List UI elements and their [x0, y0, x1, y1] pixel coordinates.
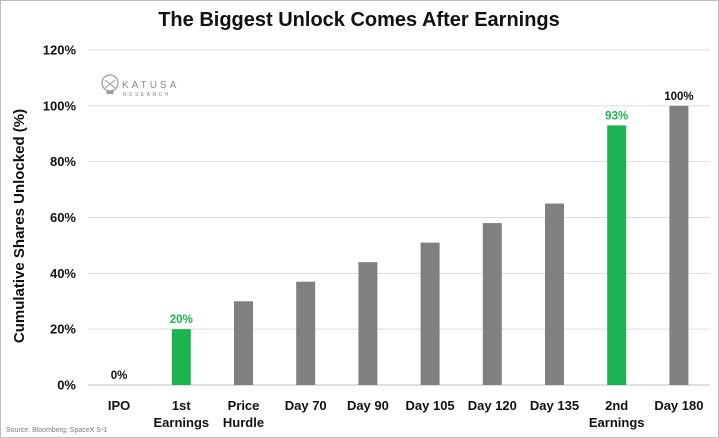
x-tick-label: 1st Earnings [153, 398, 209, 430]
y-tick-label: 100% [43, 98, 77, 113]
bar [171, 329, 191, 385]
x-tick-label: Day 90 [347, 398, 389, 413]
x-tick-label: 2nd Earnings [589, 398, 645, 430]
y-tick-label: 60% [50, 210, 76, 225]
bar [607, 125, 627, 385]
x-tick-label: Day 105 [406, 398, 455, 413]
y-tick-label: 120% [43, 43, 77, 58]
bar [296, 281, 316, 385]
data-label: 0% [111, 370, 128, 382]
data-label: 20% [170, 314, 193, 326]
chart-title: The Biggest Unlock Comes After Earnings [158, 9, 560, 31]
source-note: Source: Bloomberg; SpaceX S-1 [6, 427, 107, 434]
katusa-logo: KATUSA RESEARCH [101, 74, 179, 98]
y-tick-label: 0% [57, 378, 76, 393]
y-tick-label: 20% [50, 322, 76, 337]
bar [669, 105, 689, 385]
y-gridlines [88, 49, 710, 386]
x-tick-label: IPO [108, 398, 130, 413]
x-tick-label: Price Hurdle [223, 398, 264, 430]
data-labels: 0% 20% 93% 100% [111, 91, 694, 382]
bar [420, 242, 440, 385]
x-tick-label: Day 180 [654, 398, 703, 413]
bar [545, 203, 564, 385]
lightbulb-icon [101, 74, 119, 94]
bar [234, 301, 253, 385]
x-tick-label: Day 70 [285, 398, 327, 413]
x-axis-ticks: IPO 1st Earnings Price Hurdle Day 70 Day 90 Day… [108, 398, 704, 430]
x-tick-label: Day 120 [468, 398, 517, 413]
logo-name: KATUSA [122, 80, 179, 91]
bar [358, 262, 378, 385]
y-axis-ticks: 0% 20% 40% 60% 80% 100% 120% [43, 43, 77, 393]
bar-series [171, 105, 689, 385]
logo-subtitle: RESEARCH [123, 92, 171, 98]
data-label: 93% [605, 110, 628, 122]
bar [482, 223, 502, 385]
x-tick-label: Day 135 [530, 398, 579, 413]
y-tick-label: 80% [50, 154, 76, 169]
y-axis-label: Cumulative Shares Unlocked (%) [11, 109, 28, 343]
y-tick-label: 40% [50, 266, 76, 281]
data-label: 100% [664, 91, 693, 103]
